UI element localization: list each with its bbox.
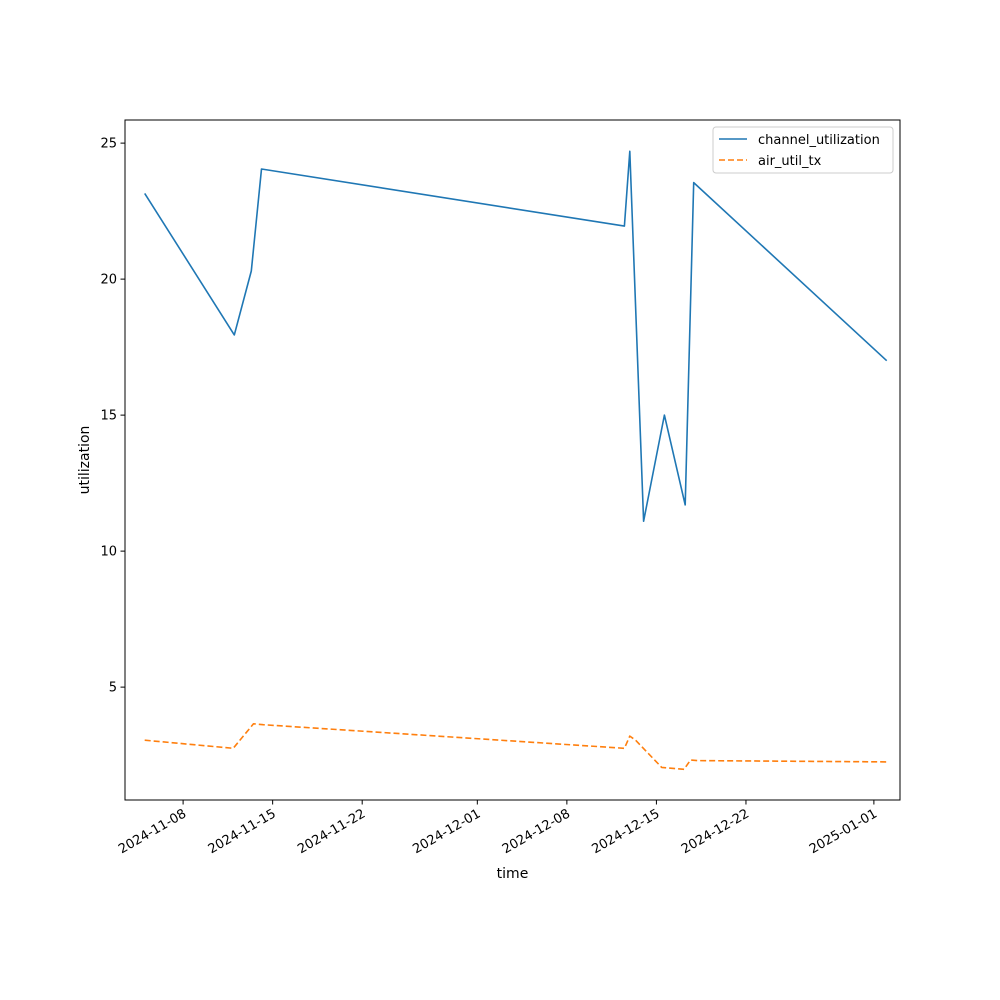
y-tick-label: 15 bbox=[100, 409, 117, 424]
y-tick-label: 10 bbox=[100, 545, 117, 560]
y-axis-ticks: 5 10 15 20 25 bbox=[100, 137, 125, 696]
y-tick-label: 25 bbox=[100, 137, 117, 152]
legend-label-channel-utilization: channel_utilization bbox=[758, 133, 880, 148]
y-tick-label: 20 bbox=[100, 273, 117, 288]
legend-label-air-util-tx: air_util_tx bbox=[758, 154, 822, 169]
air-util-tx-line bbox=[144, 722, 887, 771]
channel-utilization-line bbox=[144, 150, 888, 523]
plot-area bbox=[125, 120, 900, 800]
plot-frame bbox=[124, 119, 901, 801]
series-layer bbox=[144, 150, 888, 771]
y-tick-label: 5 bbox=[109, 681, 117, 696]
x-axis-label: time bbox=[497, 866, 529, 882]
legend: channel_utilization air_util_tx bbox=[712, 126, 894, 174]
legend-box bbox=[712, 126, 894, 174]
y-axis-label: utilization bbox=[77, 426, 93, 495]
